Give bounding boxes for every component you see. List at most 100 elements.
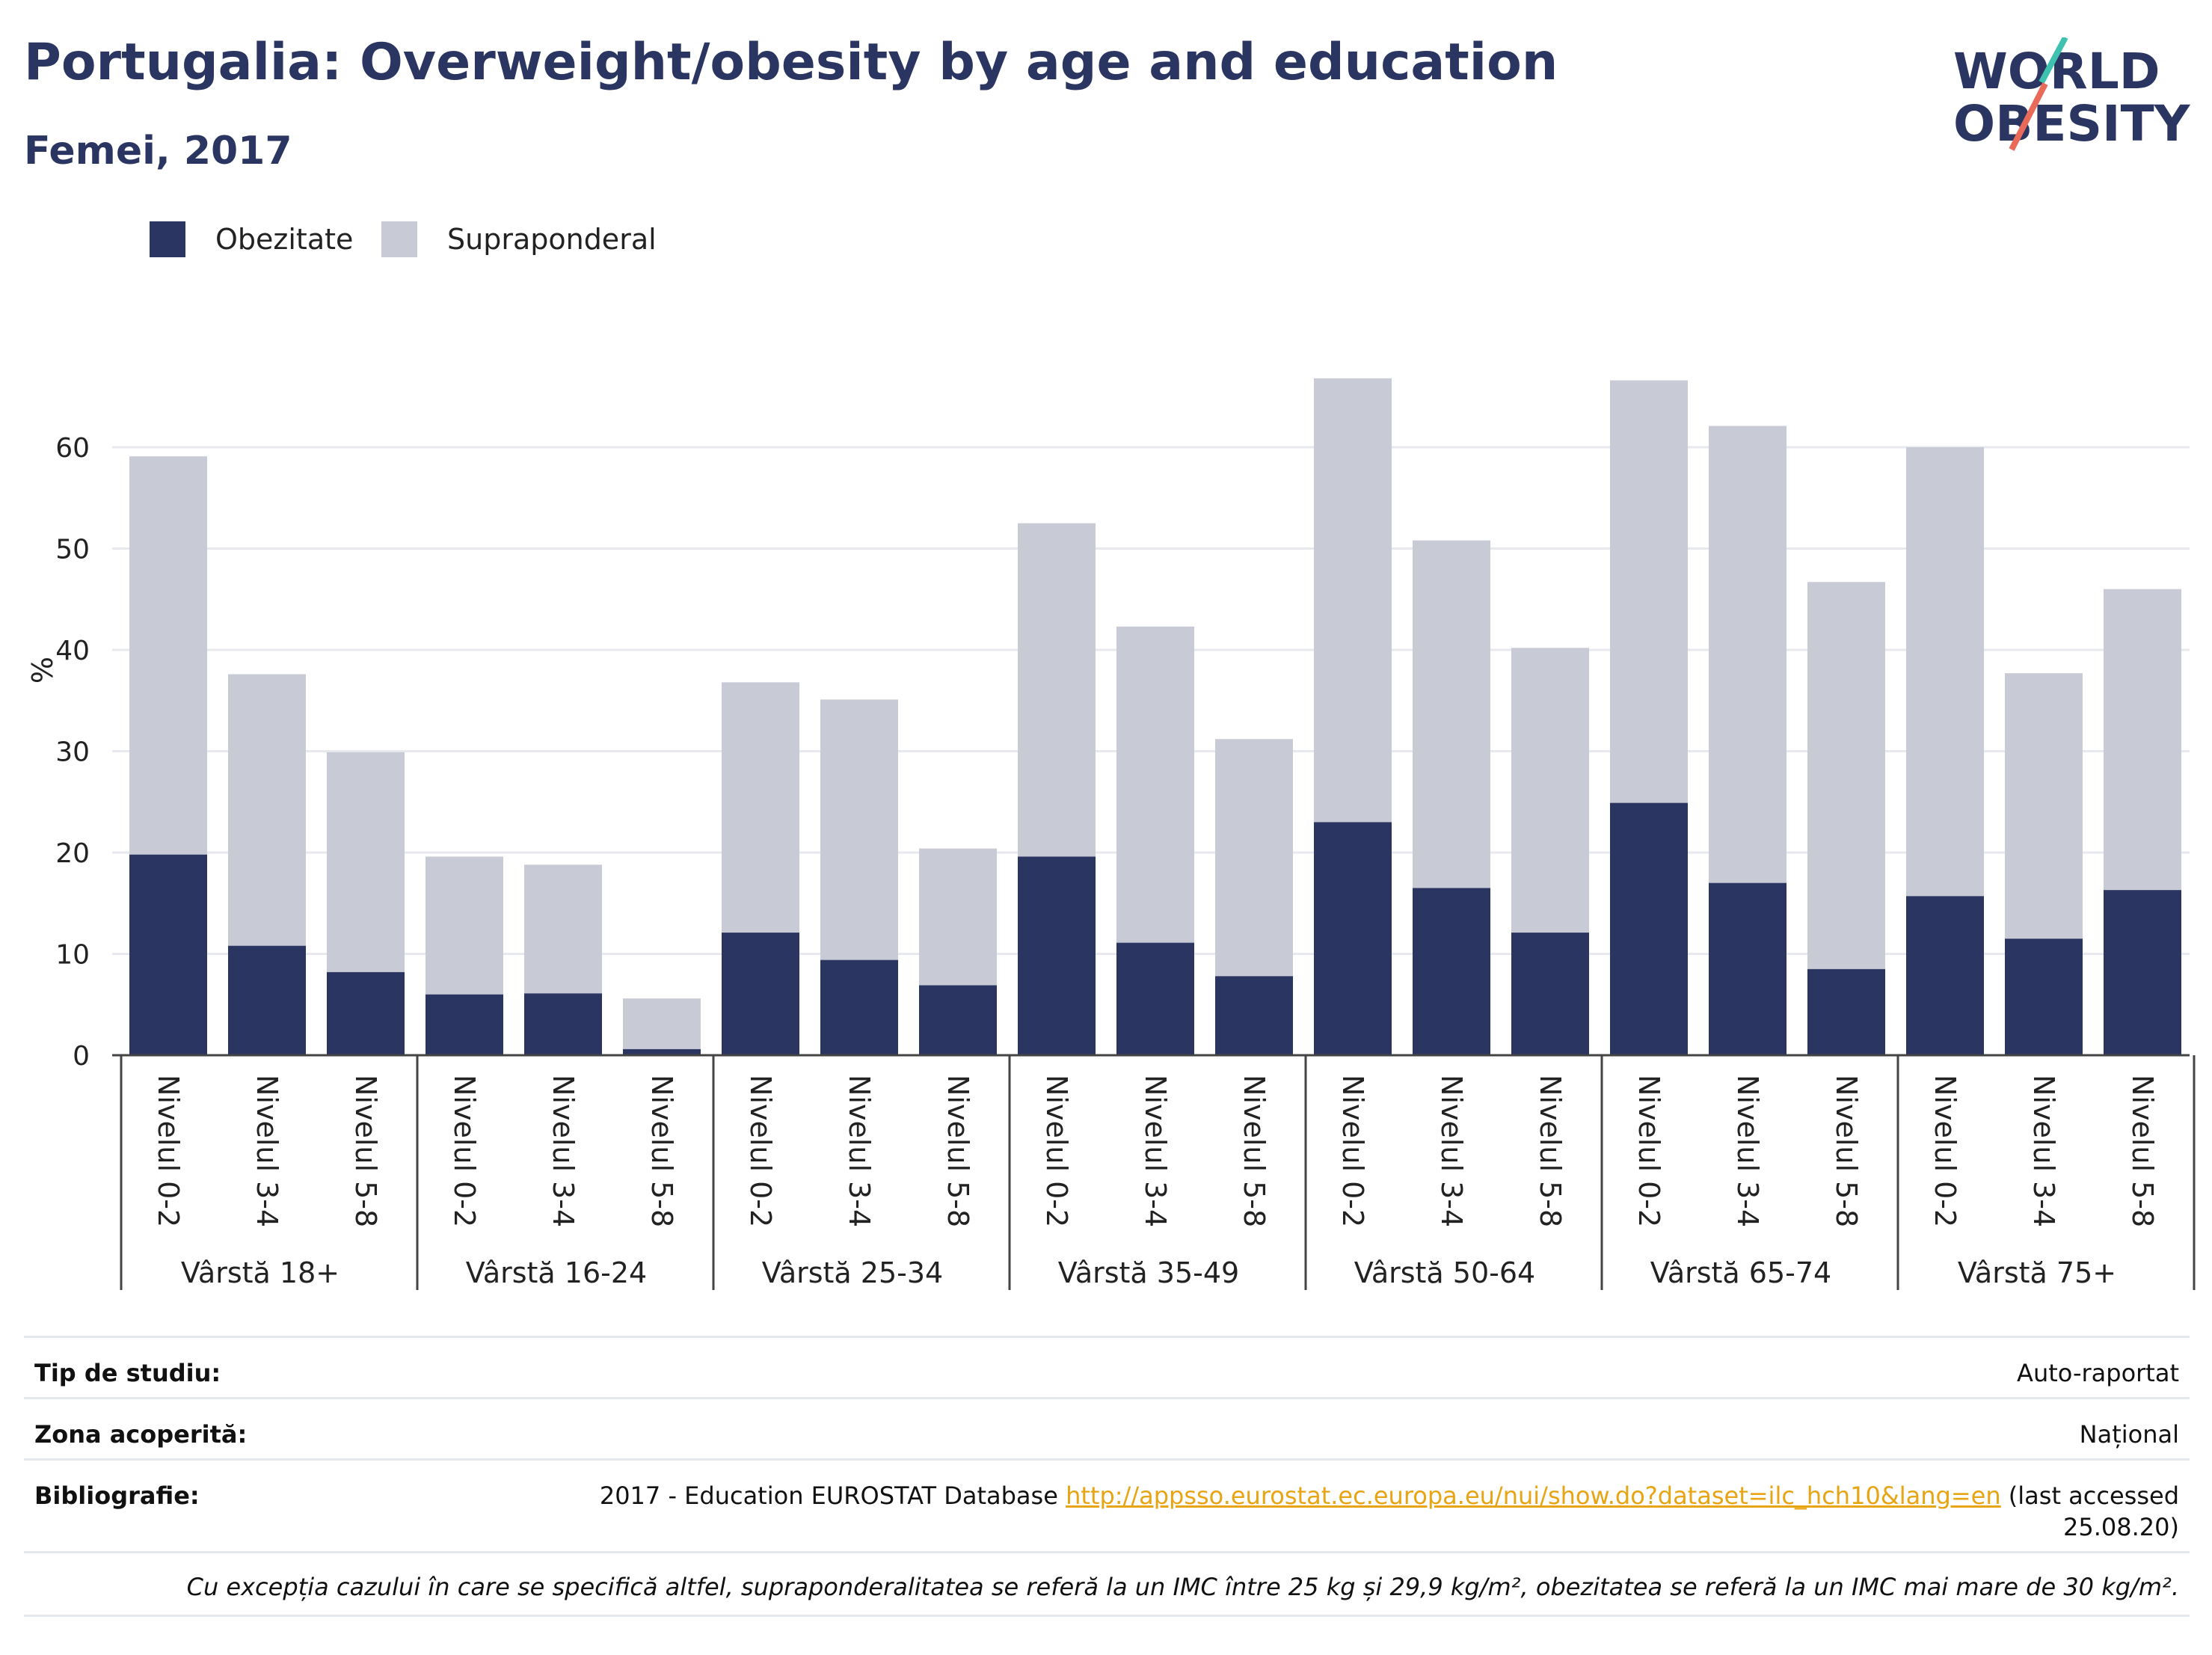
bar-obezitate xyxy=(2005,939,2083,1055)
bar-supraponderal xyxy=(623,998,701,1049)
bar-supraponderal xyxy=(1906,447,1984,897)
bar-obezitate xyxy=(1610,802,1688,1055)
x-tick-label: Nivelul 3-4 xyxy=(547,1075,580,1227)
bibliography-text: 2017 - Education EUROSTAT Database xyxy=(599,1481,1066,1510)
bar-supraponderal xyxy=(1215,739,1293,977)
x-tick-label: Nivelul 0-2 xyxy=(152,1075,185,1227)
bar-obezitate xyxy=(129,854,207,1055)
footnote: Cu excepția cazului în care se specifică… xyxy=(186,1573,2179,1601)
bar-obezitate xyxy=(1709,882,1787,1055)
x-tick-label: Nivelul 3-4 xyxy=(1731,1075,1764,1227)
bar-supraponderal xyxy=(820,699,898,960)
y-tick-label: 0 xyxy=(73,1041,90,1072)
bar-obezitate xyxy=(623,1048,701,1055)
bar-supraponderal xyxy=(1413,540,1490,888)
x-tick-label: Nivelul 5-8 xyxy=(1238,1075,1271,1227)
bar-obezitate xyxy=(1807,968,1885,1055)
stacked-bar-chart: 0 10 20 30 40 50 60% Nivelul 0-2 Nivelul 3-4 Nive… xyxy=(26,378,2196,1290)
x-tick-label: Nivelul 5-8 xyxy=(645,1075,678,1227)
group-label: Vârstă 50-64 xyxy=(1354,1256,1535,1289)
bar-obezitate xyxy=(1314,822,1392,1055)
legend-item-supraponderal: Supraponderal xyxy=(381,221,657,257)
bar-supraponderal xyxy=(425,856,503,995)
legend-label-obezitate: Obezitate xyxy=(215,223,354,256)
y-tick-label: 30 xyxy=(55,737,90,768)
y-tick-label: 60 xyxy=(55,433,90,464)
group-label: Vârstă 18+ xyxy=(181,1256,340,1289)
info-row-footnote: Cu excepția cazului în care se specifică… xyxy=(24,1551,2190,1617)
coverage-label: Zona acoperită: xyxy=(34,1420,248,1449)
bar-obezitate xyxy=(1116,942,1194,1055)
x-tick-label: Nivelul 5-8 xyxy=(2126,1075,2159,1227)
x-tick-label: Nivelul 0-2 xyxy=(1929,1075,1961,1227)
group-label: Vârstă 35-49 xyxy=(1058,1256,1239,1289)
y-tick-label: 10 xyxy=(55,940,90,971)
coverage-value: Național xyxy=(2079,1420,2179,1449)
group-label: Vârstă 25-34 xyxy=(762,1256,943,1289)
logo-slash-teal xyxy=(2039,37,2068,84)
bar-supraponderal xyxy=(1610,380,1688,803)
y-tick-label: 50 xyxy=(55,535,90,565)
y-axis-label: % xyxy=(26,657,59,684)
legend-label-supraponderal: Supraponderal xyxy=(447,223,657,256)
group-label: Vârstă 75+ xyxy=(1958,1256,2116,1289)
x-tick-label: Nivelul 0-2 xyxy=(1632,1075,1665,1227)
bar-obezitate xyxy=(1018,856,1096,1055)
y-tick-label: 40 xyxy=(55,636,90,666)
bar-obezitate xyxy=(2104,890,2181,1055)
y-tick-label: 20 xyxy=(55,838,90,869)
x-tick-label: Nivelul 5-8 xyxy=(1534,1075,1567,1227)
bar-supraponderal xyxy=(2005,673,2083,939)
bar-supraponderal xyxy=(129,456,207,855)
bar-obezitate xyxy=(1215,976,1293,1055)
x-tick-label: Nivelul 0-2 xyxy=(1336,1075,1369,1227)
x-tick-label: Nivelul 3-4 xyxy=(251,1075,283,1227)
bar-obezitate xyxy=(919,985,997,1055)
info-row-study-type: Tip de studiu: Auto-raportat xyxy=(24,1336,2190,1399)
bar-supraponderal xyxy=(1511,648,1589,933)
bar-obezitate xyxy=(722,933,799,1055)
x-tick-label: Nivelul 5-8 xyxy=(349,1075,382,1227)
bar-obezitate xyxy=(425,994,503,1055)
world-obesity-logo: WORLD OBESITY xyxy=(1953,37,2191,153)
group-label: Vârstă 65-74 xyxy=(1650,1256,1831,1289)
bar-obezitate xyxy=(327,971,405,1055)
x-tick-label: Nivelul 0-2 xyxy=(744,1075,777,1227)
x-tick-label: Nivelul 5-8 xyxy=(941,1075,974,1227)
study-type-label: Tip de studiu: xyxy=(34,1359,221,1387)
bar-obezitate xyxy=(1511,933,1589,1055)
bar-obezitate xyxy=(524,993,602,1055)
bibliography-label: Bibliografie: xyxy=(34,1481,200,1510)
bar-supraponderal xyxy=(1018,523,1096,857)
bar-supraponderal xyxy=(919,848,997,986)
bar-supraponderal xyxy=(1709,426,1787,883)
legend-swatch-obezitate xyxy=(150,221,185,257)
info-row-bibliography: Bibliografie: 2017 - Education EUROSTAT … xyxy=(24,1458,2190,1553)
bar-supraponderal xyxy=(327,752,405,972)
logo-line-2: OBESITY xyxy=(1953,95,2191,153)
bar-supraponderal xyxy=(1807,582,1885,969)
legend-swatch-supraponderal xyxy=(381,221,417,257)
x-tick-label: Nivelul 0-2 xyxy=(448,1075,481,1227)
bar-supraponderal xyxy=(1314,378,1392,823)
group-label: Vârstă 16-24 xyxy=(466,1256,647,1289)
bar-obezitate xyxy=(820,959,898,1055)
bar-supraponderal xyxy=(228,674,306,946)
chart-title: Portugalia: Overweight/obesity by age an… xyxy=(24,33,1558,92)
bar-obezitate xyxy=(1413,888,1490,1055)
bar-supraponderal xyxy=(722,682,799,933)
bibliography-link[interactable]: http://appsso.eurostat.ec.europa.eu/nui/… xyxy=(1066,1481,2001,1510)
bibliography-suffix: (last accessed 25.08.20) xyxy=(2000,1481,2179,1541)
bar-supraponderal xyxy=(2104,589,2181,891)
bar-obezitate xyxy=(228,945,306,1055)
x-tick-label: Nivelul 3-4 xyxy=(1139,1075,1172,1227)
x-tick-label: Nivelul 3-4 xyxy=(1435,1075,1468,1227)
x-tick-label: Nivelul 0-2 xyxy=(1040,1075,1073,1227)
x-tick-label: Nivelul 3-4 xyxy=(843,1075,876,1227)
x-tick-label: Nivelul 5-8 xyxy=(1830,1075,1863,1227)
bar-supraponderal xyxy=(524,865,602,994)
logo-slash-coral xyxy=(2009,82,2048,151)
info-row-coverage: Zona acoperită: Național xyxy=(24,1397,2190,1461)
chart-subtitle: Femei, 2017 xyxy=(24,129,292,174)
bar-obezitate xyxy=(1906,896,1984,1055)
